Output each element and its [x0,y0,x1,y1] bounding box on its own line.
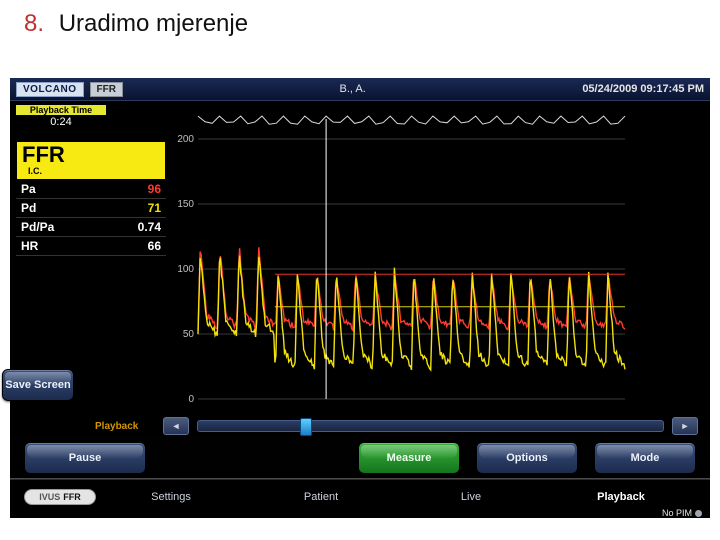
save-screen-button[interactable]: Save Screen [2,369,74,401]
bottom-tab-playback[interactable]: Playback [546,491,696,503]
options-label: Options [506,452,548,464]
patient-name: B., A. [339,83,365,95]
measure-label: Measure [387,452,432,464]
stat-label: Pa [21,182,36,196]
mode-chip-ffr: FFR [90,82,123,97]
slide-title: Uradimo mjerenje [59,10,248,37]
stat-label: Pd/Pa [21,220,54,234]
options-button[interactable]: Options [476,442,578,474]
stat-value: 66 [148,239,161,253]
bottom-tab-row: IVUS FFR SettingsPatientLivePlayback [10,484,710,510]
ffr-title: FFR [22,144,160,166]
action-button-row: Pause Measure Options Mode [10,440,710,476]
mode-button[interactable]: Mode [594,442,696,474]
playback-row-label: Playback [95,421,155,432]
divider [10,478,710,480]
stat-value: 0.74 [138,220,161,234]
playback-slider[interactable] [197,420,664,432]
ffr-subtitle: I.C. [28,166,160,176]
stat-label: Pd [21,201,36,215]
no-pim-label: No PIM [662,508,692,518]
stat-row: HR 66 [16,237,166,256]
stat-value: 96 [148,182,161,196]
bottom-tab-live[interactable]: Live [396,491,546,503]
waveform-chart: 200 150 100 50 0 [170,109,630,409]
pause-label: Pause [69,452,101,464]
status-dot-icon [695,510,702,517]
main-panel: Playback Time 0:24 FFR I.C. Pa 96 Pd 71 Pd/P… [10,101,710,435]
playback-slider-row: Playback ◄ ► [10,417,710,435]
measure-button[interactable]: Measure [358,442,460,474]
svg-text:50: 50 [183,329,195,340]
stat-row: Pd/Pa 0.74 [16,218,166,237]
svg-text:200: 200 [177,134,194,145]
save-screen-label: Save Screen [5,379,70,391]
ivus-chip-right: FFR [63,492,81,502]
ffr-header: FFR I.C. [16,141,166,180]
brand-logo: VOLCANO [16,82,84,97]
timestamp: 05/24/2009 09:17:45 PM [582,83,704,95]
playback-prev-button[interactable]: ◄ [163,417,189,435]
mode-label: Mode [631,452,660,464]
playback-time-box: Playback Time 0:24 [16,105,106,128]
pause-button[interactable]: Pause [24,442,146,474]
playback-time-label: Playback Time [16,105,106,115]
svg-text:100: 100 [177,264,194,275]
stat-row: Pa 96 [16,180,166,199]
stat-value: 71 [148,201,161,215]
svg-text:150: 150 [177,199,194,210]
chevron-left-icon: ◄ [172,421,181,431]
slide-number: 8. [24,10,44,37]
bottom-tab-patient[interactable]: Patient [246,491,396,503]
ivus-chip-left: IVUS [39,492,60,502]
playback-time-value: 0:24 [16,116,106,128]
stat-label: HR [21,239,38,253]
bottom-tab-settings[interactable]: Settings [96,491,246,503]
device-screen: VOLCANO FFR B., A. 05/24/2009 09:17:45 P… [10,78,710,518]
slide-heading: 8. Uradimo mjerenje [24,10,248,38]
no-pim-status: No PIM [662,508,702,518]
stat-row: Pd 71 [16,199,166,218]
svg-text:0: 0 [188,394,194,405]
playback-slider-handle[interactable] [300,418,312,436]
ivus-ffr-chip[interactable]: IVUS FFR [24,489,96,505]
title-bar: VOLCANO FFR B., A. 05/24/2009 09:17:45 P… [10,78,710,101]
chevron-right-icon: ► [681,421,690,431]
playback-next-button[interactable]: ► [672,417,698,435]
stats-panel: FFR I.C. Pa 96 Pd 71 Pd/Pa 0.74 HR 66 [16,141,166,256]
